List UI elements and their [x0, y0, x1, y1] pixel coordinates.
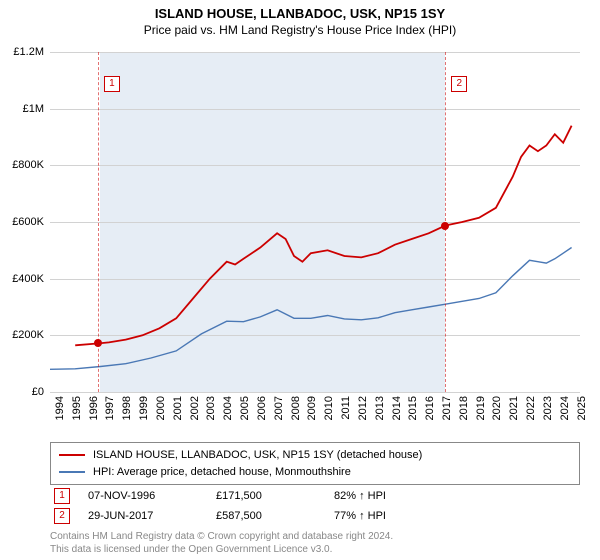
y-tick-label: £1.2M: [13, 46, 44, 58]
y-tick-label: £0: [32, 386, 44, 398]
x-tick-label: 1996: [88, 396, 100, 420]
x-tick-label: 2009: [306, 396, 318, 420]
sale-hpi: 77% ↑ HPI: [334, 510, 454, 522]
sale-point: [441, 222, 449, 230]
x-tick-label: 2025: [576, 396, 588, 420]
footer-line-1: Contains HM Land Registry data © Crown c…: [50, 530, 393, 543]
footer: Contains HM Land Registry data © Crown c…: [50, 530, 393, 556]
sale-price: £171,500: [216, 490, 316, 502]
x-tick-label: 2018: [458, 396, 470, 420]
chart-lines: [50, 52, 580, 392]
x-tick-label: 2022: [525, 396, 537, 420]
sale-date: 29-JUN-2017: [88, 510, 198, 522]
sale-hpi: 82% ↑ HPI: [334, 490, 454, 502]
series-line: [50, 248, 572, 370]
sales-table: 1 07-NOV-1996 £171,500 82% ↑ HPI 2 29-JUN-201…: [50, 486, 580, 526]
x-tick-label: 2017: [441, 396, 453, 420]
legend-label: ISLAND HOUSE, LLANBADOC, USK, NP15 1SY (…: [93, 447, 422, 464]
x-tick-label: 2007: [273, 396, 285, 420]
x-tick-label: 2016: [424, 396, 436, 420]
x-tick-label: 1997: [104, 396, 116, 420]
x-tick-label: 2014: [391, 396, 403, 420]
y-tick-label: £200K: [12, 329, 44, 341]
legend-item: ISLAND HOUSE, LLANBADOC, USK, NP15 1SY (…: [59, 447, 571, 464]
chart-subtitle: Price paid vs. HM Land Registry's House …: [0, 21, 600, 41]
series-line: [75, 126, 571, 346]
x-tick-label: 2001: [172, 396, 184, 420]
x-tick-label: 2010: [323, 396, 335, 420]
sale-point: [94, 339, 102, 347]
x-tick-label: 2005: [239, 396, 251, 420]
x-tick-label: 2024: [559, 396, 571, 420]
x-tick-label: 2003: [205, 396, 217, 420]
sale-row: 1 07-NOV-1996 £171,500 82% ↑ HPI: [50, 486, 580, 506]
sale-row: 2 29-JUN-2017 £587,500 77% ↑ HPI: [50, 506, 580, 526]
chart-title: ISLAND HOUSE, LLANBADOC, USK, NP15 1SY: [0, 0, 600, 21]
x-tick-label: 1999: [138, 396, 150, 420]
x-tick-label: 2015: [407, 396, 419, 420]
gridline: [50, 392, 580, 393]
sale-marker: 1: [54, 488, 70, 504]
x-tick-label: 2020: [491, 396, 503, 420]
x-tick-label: 2019: [475, 396, 487, 420]
x-tick-label: 2006: [256, 396, 268, 420]
sale-date: 07-NOV-1996: [88, 490, 198, 502]
x-tick-label: 1998: [121, 396, 133, 420]
x-tick-label: 2008: [290, 396, 302, 420]
chart-container: ISLAND HOUSE, LLANBADOC, USK, NP15 1SY P…: [0, 0, 600, 560]
sale-price: £587,500: [216, 510, 316, 522]
legend: ISLAND HOUSE, LLANBADOC, USK, NP15 1SY (…: [50, 442, 580, 485]
legend-label: HPI: Average price, detached house, Monm…: [93, 464, 351, 481]
footer-line-2: This data is licensed under the Open Gov…: [50, 543, 393, 556]
y-tick-label: £800K: [12, 159, 44, 171]
y-tick-label: £400K: [12, 273, 44, 285]
legend-item: HPI: Average price, detached house, Monm…: [59, 464, 571, 481]
event-marker: 2: [451, 76, 467, 92]
x-tick-label: 1995: [71, 396, 83, 420]
y-tick-label: £1M: [23, 103, 44, 115]
plot-area: 12 £0£200K£400K£600K£800K£1M£1.2M 199419…: [50, 52, 580, 392]
sale-marker: 2: [54, 508, 70, 524]
x-tick-label: 2004: [222, 396, 234, 420]
y-tick-label: £600K: [12, 216, 44, 228]
x-tick-label: 2011: [340, 396, 352, 420]
x-tick-label: 2012: [357, 396, 369, 420]
x-tick-label: 2023: [542, 396, 554, 420]
legend-swatch: [59, 454, 85, 456]
x-tick-label: 2013: [374, 396, 386, 420]
x-tick-label: 2000: [155, 396, 167, 420]
event-marker: 1: [104, 76, 120, 92]
legend-swatch: [59, 471, 85, 473]
x-tick-label: 1994: [54, 396, 66, 420]
x-tick-label: 2021: [508, 396, 520, 420]
x-tick-label: 2002: [189, 396, 201, 420]
